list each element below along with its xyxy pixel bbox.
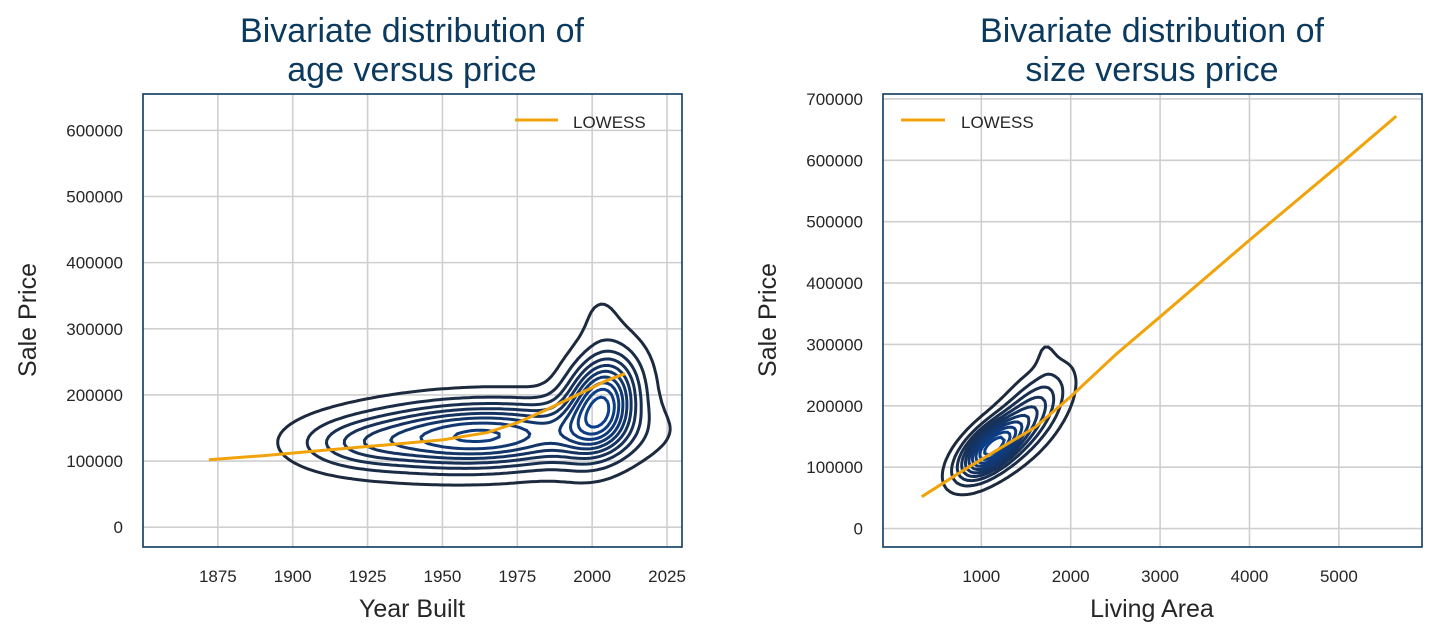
y-axis-label: Sale Price [754, 263, 782, 377]
chart-title-line-2: age versus price [287, 51, 536, 89]
lowess-line [920, 114, 1398, 498]
x-axis-label: Year Built [359, 595, 465, 623]
x-tick-label: 3000 [1141, 567, 1179, 586]
kde-contour-level [389, 369, 629, 456]
kde-contour-level [950, 372, 1065, 488]
kde-contour-level [584, 395, 611, 429]
x-tick-label: 1000 [962, 567, 1000, 586]
kde-contour-level [342, 357, 638, 465]
lowess-line [208, 372, 626, 462]
kde-contour-level [970, 420, 1024, 468]
chart-title-line-1: Bivariate distribution of [980, 12, 1325, 50]
x-tick-label: 1900 [274, 567, 312, 586]
x-axis-label: Living Area [1090, 595, 1214, 623]
y-tick-label: 200000 [66, 386, 123, 405]
legend-label-lowess: LOWESS [573, 113, 646, 132]
kde-contour-level [276, 302, 672, 487]
y-tick-label: 600000 [806, 151, 863, 170]
x-tick-label: 1975 [498, 567, 536, 586]
y-tick-label: 0 [114, 518, 123, 537]
x-tick-label: 2000 [1052, 567, 1090, 586]
chart-title-line-1: Bivariate distribution of [240, 12, 585, 50]
legend-label-lowess: LOWESS [961, 113, 1034, 132]
y-tick-label: 500000 [66, 188, 123, 207]
x-tick-label: 1950 [424, 567, 462, 586]
chart-size-vs-price: Bivariate distribution of size versus pr… [754, 12, 1423, 623]
plot-frame [882, 93, 1423, 548]
y-tick-label: 300000 [66, 320, 123, 339]
y-tick-label: 400000 [66, 254, 123, 273]
y-tick-label: 700000 [806, 90, 863, 109]
x-tick-label: 2025 [648, 567, 686, 586]
y-tick-label: 100000 [66, 452, 123, 471]
y-tick-label: 200000 [806, 397, 863, 416]
y-tick-label: 100000 [806, 458, 863, 477]
chart-age-vs-price: Bivariate distribution of age versus pri… [14, 12, 686, 623]
tick-labels: 1000 2000 3000 4000 5000 0 100000 200000 300000 4… [806, 90, 1358, 586]
kde-contour-level [305, 338, 651, 477]
x-tick-label: 1925 [349, 567, 387, 586]
grid [143, 94, 682, 547]
plot-frame [142, 93, 683, 548]
y-tick-label: 600000 [66, 121, 123, 140]
x-tick-label: 4000 [1231, 567, 1269, 586]
legend: LOWESS [515, 113, 646, 132]
kde-contour-level [974, 425, 1018, 465]
chart-title-line-2: size versus price [1025, 51, 1278, 89]
x-tick-label: 1875 [199, 567, 237, 586]
kde-contour-level [960, 395, 1047, 478]
kde-contour-level [940, 345, 1078, 497]
y-tick-label: 500000 [806, 213, 863, 232]
x-tick-label: 5000 [1320, 567, 1358, 586]
x-tick-label: 2000 [573, 567, 611, 586]
lowess-series [208, 372, 626, 462]
tick-labels: 1875 1900 1925 1950 1975 2000 2025 0 100000 20000… [66, 121, 686, 586]
kde-contour-level [362, 363, 633, 460]
y-tick-label: 0 [854, 520, 863, 539]
y-tick-label: 300000 [806, 335, 863, 354]
lowess-series [920, 114, 1398, 498]
y-tick-label: 400000 [806, 274, 863, 293]
y-axis-label: Sale Price [14, 263, 42, 377]
legend: LOWESS [901, 113, 1034, 132]
kde-contour-level [325, 349, 643, 470]
kde-contour-level [576, 387, 616, 436]
kde-contours [276, 302, 672, 487]
